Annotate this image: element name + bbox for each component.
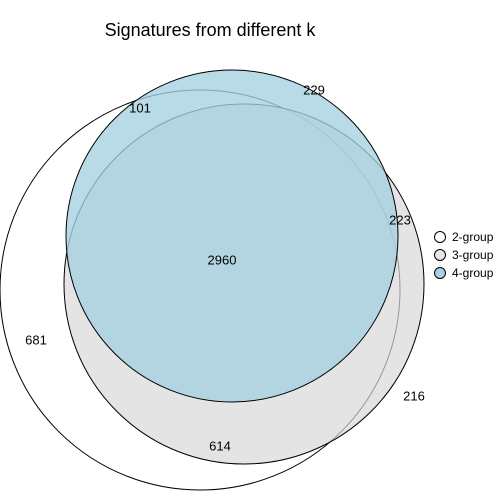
- legend-label: 4-group: [452, 264, 493, 282]
- legend: 2-group 3-group 4-group: [434, 228, 493, 282]
- label-overlap34: 223: [389, 213, 411, 228]
- legend-swatch-2group: [434, 231, 446, 243]
- legend-label: 2-group: [452, 228, 493, 246]
- label-overlap24: 101: [129, 101, 151, 116]
- label-only3: 216: [403, 389, 425, 404]
- legend-label: 3-group: [452, 246, 493, 264]
- venn-svg: [0, 0, 504, 504]
- label-overlap23: 614: [209, 439, 231, 454]
- legend-swatch-3group: [434, 249, 446, 261]
- legend-item-2group: 2-group: [434, 228, 493, 246]
- label-only2: 681: [25, 333, 47, 348]
- legend-item-4group: 4-group: [434, 264, 493, 282]
- legend-item-3group: 3-group: [434, 246, 493, 264]
- legend-swatch-4group: [434, 267, 446, 279]
- circle-group4: [66, 70, 398, 402]
- label-only4: 229: [303, 83, 325, 98]
- venn-stage: Signatures from different k 681 101 229 …: [0, 0, 504, 504]
- label-center234: 2960: [208, 253, 237, 268]
